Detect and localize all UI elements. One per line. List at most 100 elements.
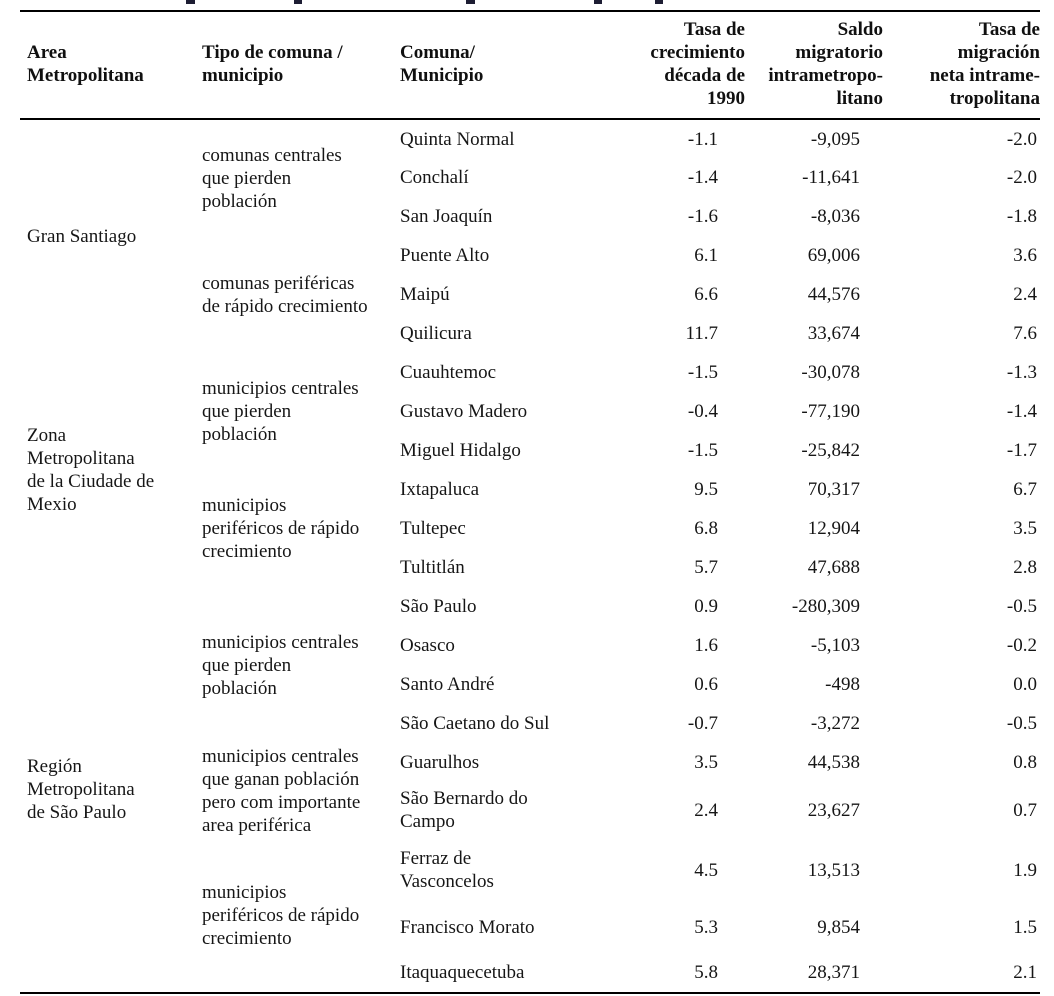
- value-saldo-cell: -8,036: [810, 206, 860, 227]
- table-row: Maipú 6.6 44,576 2.4: [20, 275, 1040, 314]
- comuna-cell: Francisco Morato: [400, 916, 535, 938]
- table-row: Itaquaquecetuba 5.8 28,371 2.1: [20, 952, 1040, 993]
- value-neta-cell: -1.8: [1006, 206, 1037, 227]
- table-row: Gran Santiago comunas centrales que pier…: [20, 119, 1040, 248]
- comuna-cell: Cuauhtemoc: [400, 362, 497, 383]
- cropped-caption-fragment: [294, 0, 302, 4]
- value-neta-cell: -0.2: [1006, 635, 1037, 656]
- value-neta-cell: -2.0: [1006, 167, 1037, 188]
- value-tasa-cell: 5.8: [694, 961, 718, 983]
- comuna-cell: Quinta Normal: [400, 128, 515, 150]
- value-neta-cell: 3.5: [1013, 518, 1037, 539]
- comuna-cell: São Paulo: [400, 596, 477, 617]
- tipo-cell: municipios centrales que ganan población…: [202, 745, 361, 836]
- value-tasa-cell: 11.7: [685, 323, 718, 344]
- table-row: Santo André 0.6 -498 0.0: [20, 665, 1040, 704]
- comuna-cell: São Caetano do Sul: [400, 713, 550, 734]
- value-neta-cell: 1.9: [1013, 859, 1037, 881]
- value-tasa-cell: 5.3: [694, 916, 718, 938]
- tipo-cell: comunas centrales que pierden población: [202, 144, 342, 212]
- col-header-tasa: Tasa de crecimiento década de 1990: [572, 11, 745, 120]
- table-row: Osasco 1.6 -5,103 -0.2: [20, 626, 1040, 665]
- value-saldo-cell: 44,576: [807, 284, 860, 305]
- metropolitan-migration-table: Area Metropolitana Tipo de comuna / muni…: [20, 10, 1040, 994]
- value-saldo-cell: 12,904: [807, 518, 860, 539]
- header-row: Area Metropolitana Tipo de comuna / muni…: [20, 11, 1040, 120]
- tipo-cell: municipios periféricos de rápido crecimi…: [202, 881, 360, 949]
- value-saldo-cell: 70,317: [807, 479, 860, 500]
- value-saldo-cell: -280,309: [791, 596, 860, 617]
- table-row: Conchalí -1.4 -11,641 -2.0: [20, 158, 1040, 197]
- table-row: Tultitlán 5.7 47,688 2.8: [20, 548, 1040, 587]
- table-row: São Caetano do Sul -0.7 -3,272 -0.5: [20, 704, 1040, 743]
- cropped-caption-fragment: [186, 0, 195, 4]
- value-saldo-cell: -30,078: [801, 362, 860, 383]
- table-row: San Joaquín -1.6 -8,036 -1.8: [20, 197, 1040, 236]
- value-tasa-cell: 6.1: [694, 245, 718, 266]
- table-row: municipios periféricos de rápido crecimi…: [20, 470, 1040, 562]
- area-cell: Gran Santiago: [27, 226, 137, 247]
- value-saldo-cell: -77,190: [801, 401, 860, 422]
- value-tasa-cell: -1.5: [687, 440, 718, 461]
- value-tasa-cell: 4.5: [694, 859, 718, 881]
- cropped-caption-fragment: [594, 0, 602, 4]
- value-neta-cell: -0.5: [1006, 713, 1037, 734]
- value-tasa-cell: 6.8: [694, 518, 718, 539]
- value-saldo-cell: 44,538: [807, 752, 860, 773]
- table-row: Tultepec 6.8 12,904 3.5: [20, 509, 1040, 548]
- value-saldo-cell: -498: [825, 674, 860, 695]
- table-row: municipios centrales que ganan población…: [20, 743, 1040, 836]
- value-neta-cell: -1.4: [1006, 401, 1037, 422]
- table-row: Región Metropolitana de São Paulo munici…: [20, 587, 1040, 823]
- value-tasa-cell: 3.5: [694, 752, 718, 773]
- value-tasa-cell: -0.4: [687, 401, 718, 422]
- tipo-cell: municipios centrales que pierden poblaci…: [202, 631, 359, 699]
- comuna-cell: Puente Alto: [400, 245, 490, 266]
- value-neta-cell: -1.7: [1006, 440, 1037, 461]
- value-saldo-cell: 33,674: [807, 323, 860, 344]
- table-row: São Bernardo do Campo 2.4 23,627 0.7: [20, 782, 1040, 838]
- value-tasa-cell: 0.9: [694, 596, 718, 617]
- comuna-cell: Conchalí: [400, 167, 469, 188]
- value-neta-cell: 2.1: [1013, 961, 1037, 983]
- value-saldo-cell: -9,095: [810, 128, 860, 150]
- tipo-cell: comunas periféricas de rápido crecimient…: [202, 272, 368, 317]
- area-cell: Región Metropolitana de São Paulo: [27, 756, 135, 823]
- col-header-area: Area Metropolitana: [20, 11, 197, 120]
- comuna-cell: São Bernardo do Campo: [400, 788, 528, 832]
- value-saldo-cell: 28,371: [807, 961, 860, 983]
- comuna-cell: Santo André: [400, 674, 495, 695]
- col-header-saldo: Saldo migratorio intrametropo- litano: [745, 11, 883, 120]
- value-saldo-cell: 9,854: [817, 916, 860, 938]
- value-neta-cell: 1.5: [1013, 916, 1037, 938]
- value-tasa-cell: 0.6: [694, 674, 718, 695]
- comuna-cell: Maipú: [400, 284, 450, 305]
- col-header-neta: Tasa de migración neta intrame- tropolit…: [883, 11, 1040, 120]
- table-row: municipios periféricos de rápido crecimi…: [20, 838, 1040, 949]
- value-neta-cell: 6.7: [1013, 479, 1037, 500]
- value-neta-cell: -0.5: [1006, 596, 1037, 617]
- value-tasa-cell: -1.1: [687, 128, 718, 150]
- value-saldo-cell: -5,103: [810, 635, 860, 656]
- table-row: Zona Metropolitana de la Ciudade de Mexi…: [20, 353, 1040, 515]
- table-row: Miguel Hidalgo -1.5 -25,842 -1.7: [20, 431, 1040, 470]
- value-saldo-cell: -25,842: [801, 440, 860, 461]
- table-row: comunas periféricas de rápido crecimient…: [20, 236, 1040, 317]
- value-neta-cell: -2.0: [1006, 128, 1037, 150]
- value-neta-cell: 0.0: [1013, 674, 1037, 695]
- table-row: Francisco Morato 5.3 9,854 1.5: [20, 902, 1040, 952]
- comuna-cell: Tultepec: [400, 518, 466, 539]
- value-saldo-cell: 47,688: [807, 557, 860, 578]
- value-tasa-cell: 5.7: [694, 557, 718, 578]
- value-neta-cell: 0.8: [1013, 752, 1037, 773]
- value-saldo-cell: 23,627: [807, 799, 860, 821]
- value-tasa-cell: -1.6: [687, 206, 718, 227]
- value-tasa-cell: -0.7: [687, 713, 718, 734]
- comuna-cell: Itaquaquecetuba: [400, 961, 525, 983]
- value-tasa-cell: -1.4: [687, 167, 718, 188]
- col-header-tipo: Tipo de comuna / municipio: [197, 11, 400, 120]
- value-neta-cell: 7.6: [1013, 323, 1037, 344]
- value-tasa-cell: 2.4: [694, 799, 718, 821]
- value-neta-cell: 2.4: [1013, 284, 1037, 305]
- cropped-caption-fragment: [655, 0, 663, 4]
